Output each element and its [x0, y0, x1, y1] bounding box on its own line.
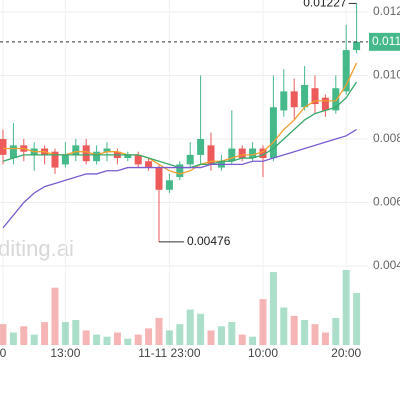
- candle-body: [145, 161, 153, 168]
- volume-bar: [113, 332, 121, 345]
- volume-bar: [82, 330, 90, 345]
- volume-bar: [217, 326, 225, 345]
- candle-body: [61, 154, 69, 165]
- volume-bar: [186, 309, 194, 345]
- candle-body: [353, 41, 361, 51]
- volume-bar: [228, 322, 236, 345]
- volume-bar: [51, 287, 59, 345]
- volume-bar: [155, 317, 163, 345]
- candle-body: [269, 107, 277, 159]
- candle-body: [9, 145, 17, 159]
- y-tick-label: 0.012: [373, 4, 400, 18]
- candle-body: [301, 85, 309, 108]
- y-tick-label: 0.010: [373, 68, 400, 82]
- volume-bar: [30, 334, 38, 345]
- candle-body: [134, 154, 142, 165]
- volume-bar: [124, 338, 132, 345]
- volume-bar: [301, 320, 309, 345]
- candle-body: [259, 148, 267, 159]
- candle-body: [165, 180, 173, 190]
- candle-body: [72, 145, 80, 155]
- candle-body: [176, 164, 184, 178]
- candle-body: [197, 139, 205, 155]
- candle-body: [0, 139, 7, 155]
- moving-average: [2, 128, 357, 229]
- volume-bar: [332, 317, 340, 345]
- volume-bar: [134, 334, 142, 345]
- volume-bar: [41, 322, 49, 345]
- candle-body: [311, 88, 319, 105]
- candle-body: [103, 148, 111, 152]
- x-tick-label: 11-11 23:00: [138, 346, 201, 360]
- y-tick-label: 0.008: [373, 131, 400, 145]
- candle-body: [124, 154, 132, 159]
- candle-body: [93, 151, 101, 162]
- x-tick-label: 0: [0, 346, 7, 360]
- y-tick-label: 0.004: [373, 258, 400, 272]
- volume-bar: [269, 272, 277, 345]
- volume-bar: [93, 334, 101, 345]
- x-tick-label: 13:00: [50, 346, 80, 360]
- candle-body: [280, 91, 288, 111]
- volume-bar: [145, 328, 153, 345]
- volume-bar: [238, 334, 246, 345]
- volume-bar: [103, 336, 111, 345]
- volume-bar: [61, 322, 69, 345]
- x-tick-label: 20:00: [331, 346, 361, 360]
- candle-body: [342, 50, 350, 92]
- volume-bar: [176, 324, 184, 345]
- volume-bar: [249, 336, 257, 345]
- candle-body: [332, 88, 340, 111]
- candle-body: [228, 148, 236, 162]
- last-price-box: [369, 32, 400, 51]
- candle-body: [82, 145, 90, 162]
- x-tick-label: 10:00: [248, 346, 278, 360]
- watermark: diting.ai: [0, 236, 74, 261]
- candle-body: [321, 97, 329, 111]
- volume-bar: [207, 330, 215, 345]
- volume-bar: [342, 270, 350, 345]
- candle-body: [249, 148, 257, 159]
- volume-bar: [165, 330, 173, 345]
- volume-bar: [72, 320, 80, 345]
- low-label: 0.00476: [187, 234, 231, 248]
- candle-body: [290, 91, 298, 108]
- candle-body: [186, 154, 194, 165]
- volume-bar: [9, 332, 17, 345]
- y-tick-label: 0.006: [373, 195, 400, 209]
- candle-body: [238, 148, 246, 159]
- volume-bar: [259, 299, 267, 345]
- high-label: 0.01227: [303, 0, 347, 10]
- volume-bar: [290, 315, 298, 345]
- volume-bar: [0, 324, 7, 345]
- volume-bar: [321, 332, 329, 345]
- last-price-label: 0.011: [372, 34, 400, 48]
- candle-body: [155, 167, 163, 190]
- volume-bar: [311, 324, 319, 345]
- candle-body: [51, 151, 59, 168]
- candle-body: [207, 145, 215, 165]
- volume-bar: [280, 307, 288, 345]
- volume-bar: [353, 292, 361, 345]
- volume-bar: [197, 313, 205, 345]
- volume-bar: [20, 326, 28, 345]
